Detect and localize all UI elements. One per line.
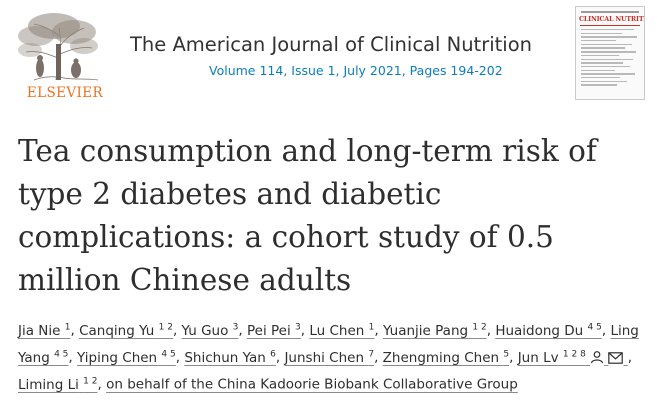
cover-title: CLINICAL NUTRITION	[579, 15, 644, 23]
elsevier-logo[interactable]: ELSEVIER	[14, 6, 104, 101]
collaborative-group-link[interactable]: on behalf of the China Kadoorie Biobank …	[106, 376, 518, 393]
author-link[interactable]: Liming Li 1 2	[18, 376, 98, 393]
article-title-line: complications: a cohort study of 0.5	[18, 220, 554, 254]
author-link[interactable]: Shichun Yan 6	[184, 349, 276, 366]
author-link[interactable]: Jia Nie 1	[18, 322, 71, 339]
author-link[interactable]: Huaidong Du 4 5	[495, 322, 602, 339]
article-title-line: Tea consumption and long-term risk of	[18, 134, 597, 168]
article-title-line: million Chinese adults	[18, 263, 352, 297]
elsevier-tree-icon	[18, 13, 99, 81]
author-link[interactable]: Lu Chen 1	[309, 322, 375, 339]
author-link[interactable]: Yuanjie Pang 1 2	[382, 322, 487, 339]
cover-header-bar	[581, 11, 639, 13]
article-title-line: type 2 diabetes and diabetic	[18, 177, 442, 211]
author-link[interactable]: Canqing Yu 1 2	[79, 322, 173, 339]
author-link[interactable]: Ling Yang 4 5	[18, 322, 639, 366]
author-link-corresponding[interactable]: Jun Lv 1 2 8	[518, 349, 628, 366]
mail-icon[interactable]	[608, 351, 624, 364]
author-link[interactable]: Yiping Chen 4 5	[77, 349, 176, 366]
author-link[interactable]: Yu Guo 3	[181, 322, 239, 339]
author-link[interactable]: Zhengming Chen 5	[382, 349, 510, 366]
author-link[interactable]: Junshi Chen 7	[284, 349, 375, 366]
cover-rule	[580, 25, 640, 26]
author-link[interactable]: Pei Pei 3	[247, 322, 301, 339]
publisher-wordmark: ELSEVIER	[26, 85, 104, 101]
author-list: Jia Nie 1, Canqing Yu 1 2, Yu Guo 3, Pei…	[18, 322, 639, 393]
journal-header: ELSEVIER The American Journal of Clinica…	[0, 0, 662, 110]
article-title: Tea consumption and long-term risk of ty…	[18, 130, 648, 302]
journal-issue-link[interactable]: Volume 114, Issue 1, July 2021, Pages 19…	[209, 63, 503, 78]
person-icon	[590, 350, 604, 363]
cover-contents	[581, 29, 639, 88]
journal-title-link[interactable]: The American Journal of Clinical Nutriti…	[130, 33, 532, 56]
journal-cover-thumbnail[interactable]: CLINICAL NUTRITION	[575, 6, 645, 100]
